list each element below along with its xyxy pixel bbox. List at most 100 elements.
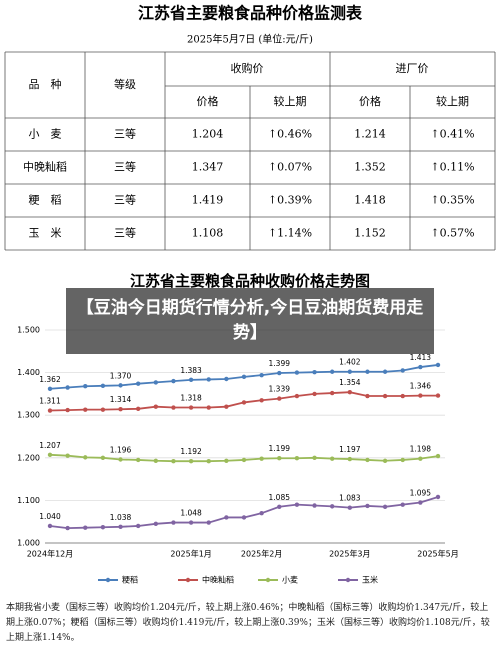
table-cell: 收购价: [231, 61, 264, 75]
point: [135, 457, 141, 463]
table-cell: 1.152: [354, 227, 386, 240]
point: [171, 378, 176, 384]
point: [100, 407, 106, 412]
point: [259, 510, 264, 516]
point: [188, 459, 194, 464]
point: [347, 369, 353, 374]
point: [400, 502, 405, 507]
point: [118, 524, 123, 530]
value-label: 1.311: [39, 397, 61, 406]
value-label: 1.038: [110, 513, 132, 522]
point: [382, 369, 388, 374]
point: [400, 457, 405, 463]
point: [153, 380, 159, 385]
point: [171, 459, 176, 464]
value-label: 1.085: [269, 493, 291, 502]
table-cell: 品 种: [29, 77, 62, 91]
point: [241, 374, 247, 380]
value-label: 1.048: [180, 509, 202, 518]
table-cell: ↑0.35%: [430, 194, 474, 207]
point: [188, 377, 194, 383]
point: [206, 377, 211, 382]
table-cell: 1.418: [354, 194, 386, 207]
banner: 【豆油今日期货行情分析,今日豆油期货费用走势】: [66, 288, 434, 354]
table-cell: ↑0.11%: [430, 161, 474, 174]
table-cell: 1.419: [192, 194, 224, 207]
point: [365, 503, 370, 509]
point: [171, 405, 176, 410]
y-tick-label: 1.400: [17, 368, 40, 377]
table-cell: 1.214: [354, 128, 386, 141]
value-label: 1.198: [410, 445, 432, 454]
point: [435, 393, 441, 398]
point: [435, 494, 441, 500]
value-label: 1.354: [339, 378, 361, 387]
table-cell: 价格: [197, 94, 219, 108]
y-tick-label: 1.200: [17, 453, 40, 462]
legend-label: 玉米: [362, 575, 378, 585]
point: [65, 453, 70, 458]
point: [83, 384, 88, 389]
point: [65, 525, 70, 531]
value-label: 1.399: [269, 359, 291, 368]
point: [312, 455, 317, 460]
date: 2025年5月7日 (单位:元/斤): [187, 33, 313, 46]
point: [382, 504, 388, 509]
point: [312, 503, 317, 508]
table-cell: 1.108: [192, 227, 224, 240]
table-cell: ↑1.14%: [268, 227, 312, 240]
table-cell: ↑0.39%: [268, 194, 312, 207]
table-cell: 三等: [114, 193, 136, 207]
table-cell: ↑0.07%: [268, 161, 312, 174]
y-tick-label: 1.500: [17, 326, 40, 335]
point: [277, 456, 282, 461]
point: [435, 362, 441, 368]
legend-marker: [265, 577, 271, 583]
table-cell: 进厂价: [396, 62, 429, 75]
point: [118, 407, 123, 412]
table-cell: 1.352: [354, 161, 386, 174]
point: [418, 456, 423, 461]
point: [259, 456, 264, 461]
legend-marker: [185, 577, 191, 583]
point: [241, 457, 247, 463]
table-cell: 粳 稻: [29, 193, 62, 207]
footnote: 本期我省小麦（国标三等）收购均价1.204元/斤，较上期上涨0.46%；中晚籼稻…: [6, 603, 490, 643]
point: [365, 457, 370, 463]
table-cell: 等级: [114, 77, 136, 91]
chart-title: 江苏省主要粮食品种收购价格走势图: [130, 272, 370, 290]
point: [329, 504, 335, 509]
table-cell: ↑0.46%: [268, 128, 312, 141]
point: [294, 456, 300, 461]
point: [224, 404, 229, 409]
point: [206, 520, 211, 525]
x-tick-label: 2024年12月: [27, 549, 74, 559]
y-tick-label: 1.100: [17, 496, 40, 505]
legend-label: 粳稻: [122, 575, 138, 585]
point: [135, 406, 141, 412]
point: [312, 391, 317, 397]
x-tick-label: 2025年3月: [329, 549, 370, 559]
legend-label: 中晚籼稻: [202, 575, 234, 585]
table-cell: 价格: [359, 94, 381, 108]
legend-marker: [105, 577, 111, 583]
point: [400, 393, 405, 399]
point: [188, 405, 194, 410]
point: [418, 393, 423, 398]
point: [135, 381, 141, 386]
value-label: 1.083: [339, 494, 361, 503]
point: [47, 523, 53, 529]
point: [118, 383, 123, 388]
value-label: 1.197: [339, 445, 361, 454]
table-cell: 较上期: [436, 94, 469, 108]
point: [400, 368, 405, 373]
table-cell: ↑0.41%: [430, 128, 474, 141]
value-label: 1.402: [339, 358, 361, 367]
point: [382, 458, 388, 463]
point: [47, 408, 53, 413]
legend-label: 小麦: [282, 575, 298, 585]
point: [83, 525, 88, 530]
point: [206, 405, 211, 410]
point: [241, 400, 247, 405]
